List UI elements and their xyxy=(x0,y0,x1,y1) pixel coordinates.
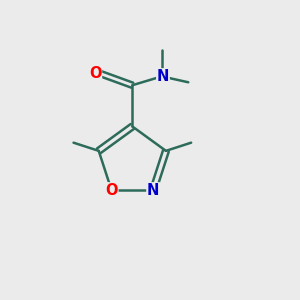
Text: N: N xyxy=(157,69,169,84)
Text: O: O xyxy=(105,183,118,198)
Text: N: N xyxy=(147,183,159,198)
Text: O: O xyxy=(89,66,101,81)
